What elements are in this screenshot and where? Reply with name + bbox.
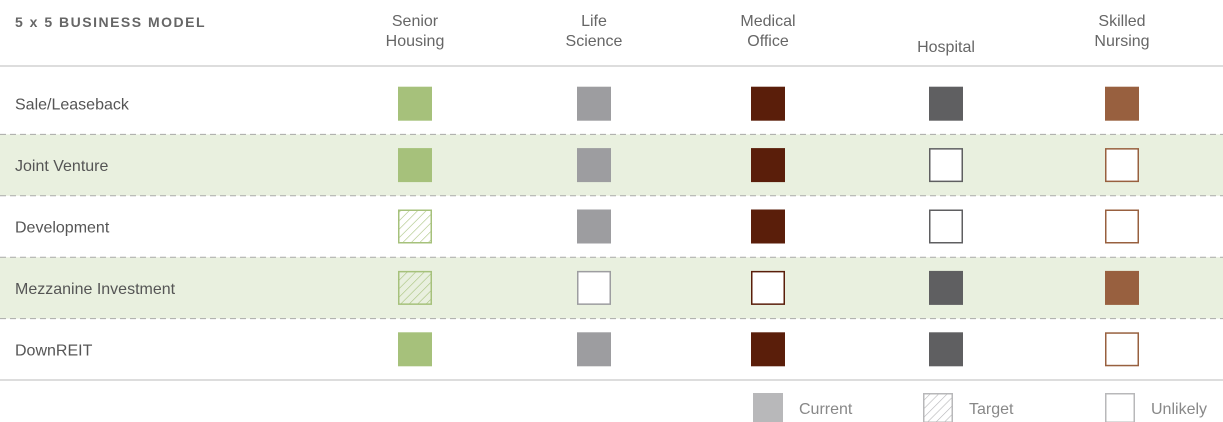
column-header: Nursing (1094, 33, 1149, 50)
cell (929, 270, 963, 305)
legend-swatch (923, 393, 953, 422)
cell (398, 332, 432, 367)
cell (751, 148, 785, 183)
cell (1105, 86, 1139, 121)
cell (577, 209, 611, 244)
legend-label: Current (799, 401, 853, 418)
cell (929, 332, 963, 367)
cell (1105, 332, 1139, 367)
cell (929, 86, 963, 121)
row-shade (0, 257, 1223, 319)
cell (398, 148, 432, 183)
cell (577, 148, 611, 183)
cell (577, 86, 611, 121)
row-shade (0, 134, 1223, 196)
cell (929, 148, 963, 183)
legend-label: Target (969, 401, 1014, 418)
cell (398, 86, 432, 121)
column-header: Senior (392, 13, 439, 30)
cell (751, 270, 785, 305)
cell (1105, 209, 1139, 244)
row-label: DownREIT (15, 342, 93, 359)
table-title: 5 x 5 BUSINESS MODEL (15, 14, 206, 30)
column-header: Science (566, 33, 623, 50)
legend-label: Unlikely (1151, 401, 1207, 418)
column-header: Housing (386, 33, 445, 50)
cell (398, 270, 432, 305)
legend-swatch (753, 393, 783, 422)
column-header: Office (747, 33, 789, 50)
cell (398, 209, 432, 244)
row-label: Mezzanine Investment (15, 281, 176, 298)
cell (751, 86, 785, 121)
row-label: Joint Venture (15, 158, 109, 175)
row-label: Development (15, 220, 110, 237)
cell (929, 209, 963, 244)
cell (751, 332, 785, 367)
column-header: Life (581, 13, 607, 30)
row-label: Sale/Leaseback (15, 97, 130, 114)
cell (577, 270, 611, 305)
cell (1105, 148, 1139, 183)
cell (1105, 270, 1139, 305)
column-header: Hospital (917, 39, 975, 56)
cell (577, 332, 611, 367)
column-header: Skilled (1098, 13, 1145, 30)
cell (751, 209, 785, 244)
column-header: Medical (740, 13, 795, 30)
legend-swatch (1105, 393, 1135, 422)
